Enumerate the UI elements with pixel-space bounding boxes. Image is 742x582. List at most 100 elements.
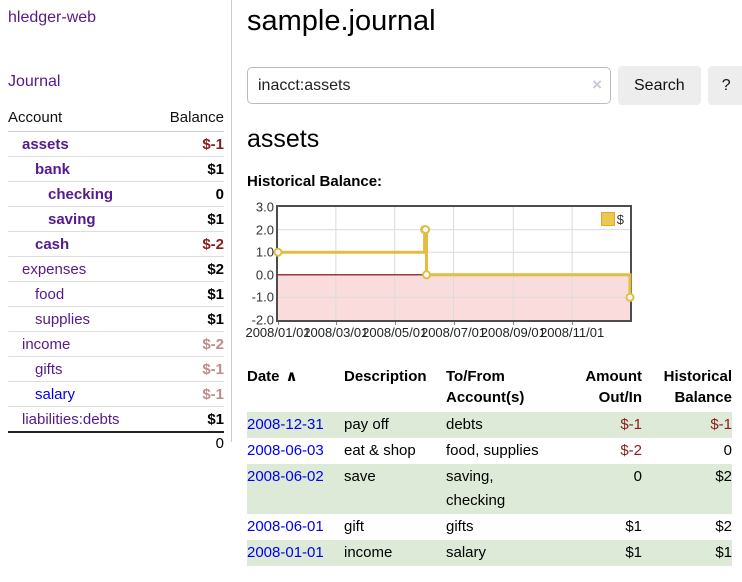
chart-y-tick-label: -1.0	[251, 289, 274, 305]
account-name-cell: cash	[8, 231, 154, 257]
register-description-cell: save	[344, 468, 376, 485]
sidebar-account-balance: $1	[153, 206, 224, 232]
balance-chart-svg	[273, 207, 635, 320]
register-description-cell: eat & shop	[344, 442, 416, 459]
account-row: food $1	[8, 281, 224, 307]
search-button[interactable]: Search	[618, 66, 701, 105]
brand-link[interactable]: hledger-web	[8, 9, 97, 26]
account-row: supplies $1	[8, 306, 224, 332]
register-column-header[interactable]: Amount Out/In	[585, 368, 642, 406]
chart-y-tick-label: 1.0	[255, 244, 274, 260]
sidebar-account-link[interactable]: salary	[35, 385, 76, 403]
register-balance-cell: $2	[715, 518, 732, 535]
chart-x-tick-mark	[453, 322, 455, 325]
help-button[interactable]: ?	[707, 66, 742, 105]
register-row: 2008-06-01 gift gifts $1 $2	[247, 514, 732, 540]
sidebar-account-balance: $-2	[153, 331, 224, 357]
sidebar-account-balance: $-2	[153, 231, 224, 257]
register-balance-cell: $-1	[710, 416, 732, 433]
chart-legend: $	[600, 212, 624, 226]
sidebar: hledger-web Journal Account Balance asse…	[0, 0, 232, 454]
chart-x-tick-label: 2008/03/01	[303, 325, 369, 340]
search-input[interactable]	[247, 67, 611, 104]
register-column-header[interactable]: Historical Balance	[663, 368, 732, 406]
chart-x-tick-label: 2008/07/01	[420, 325, 487, 340]
sidebar-account-balance: $1	[153, 281, 224, 307]
register-column-header[interactable]: To/From Account(s)	[446, 368, 525, 406]
account-row: expenses $2	[8, 256, 224, 282]
chart-y-tick-label: 3.0	[255, 199, 274, 215]
account-name-cell: food	[8, 281, 154, 307]
search-form: × Search ?	[247, 66, 742, 105]
account-row: gifts $-1	[8, 356, 224, 382]
sidebar-account-balance: $-1	[153, 381, 224, 407]
account-row: saving $1	[8, 206, 224, 232]
account-name-cell: income	[8, 331, 154, 357]
register-date-link[interactable]: 2008-12-31	[247, 416, 324, 433]
sidebar-account-link[interactable]: expenses	[22, 260, 87, 278]
accounts-header-account: Account	[8, 106, 154, 132]
sidebar-account-link[interactable]: income	[22, 335, 71, 353]
sidebar-account-link[interactable]: liabilities:debts	[22, 410, 120, 428]
page-title: sample.journal	[247, 5, 436, 37]
register-date-link[interactable]: 2008-06-03	[247, 442, 324, 459]
accounts-table: Account Balance assets $-1 bank $1 checking 0…	[8, 106, 224, 454]
account-name-cell: assets	[8, 131, 154, 157]
register-description-cell: income	[344, 544, 393, 561]
account-row: liabilities:debts $1	[8, 407, 224, 433]
register-column-header[interactable]: Description	[344, 368, 427, 385]
chart-x-tick-mark	[513, 322, 515, 325]
register-date-link[interactable]: 2008-06-01	[247, 518, 324, 535]
register-amount-cell: 0	[633, 468, 642, 485]
sidebar-account-link[interactable]: cash	[35, 235, 70, 253]
chart-x-tick-mark	[572, 322, 574, 325]
sidebar-account-balance: $1	[153, 306, 224, 332]
chart-x-tick-label: 2008/01/01	[245, 325, 311, 340]
account-heading: assets	[247, 125, 320, 153]
sort-ascending-icon: ∧	[285, 368, 298, 385]
main-content: sample.journal × Search ? assets Histori…	[232, 0, 742, 582]
register-date-cell: 2008-01-01	[247, 540, 344, 566]
register-accounts-cell: food, supplies	[446, 442, 539, 459]
account-name-cell: checking	[8, 181, 154, 207]
chart-y-tick-label: 0.0	[255, 267, 274, 283]
sidebar-account-link[interactable]: assets	[22, 135, 69, 153]
historical-balance-chart: 3.0 2.0 1.0 0.0 -1.0 -2.0 $ 2008/01/01 2008/03…	[245, 201, 742, 342]
register-date-cell: 2008-12-31	[247, 412, 344, 438]
sidebar-item-journal[interactable]: Journal	[8, 73, 61, 90]
account-row: income $-2	[8, 331, 224, 357]
account-row: checking 0	[8, 181, 224, 207]
account-row: assets $-1	[8, 131, 224, 157]
account-name-cell: salary	[8, 381, 154, 407]
sidebar-account-balance: $-1	[153, 131, 224, 157]
account-name-cell: expenses	[8, 256, 154, 282]
chart-title: Historical Balance:	[247, 173, 383, 190]
register-accounts-cell: debts	[446, 416, 483, 433]
register-accounts-cell: salary	[446, 544, 487, 561]
register-column-header[interactable]: Date ∧	[247, 368, 298, 385]
register-date-link[interactable]: 2008-06-02	[247, 468, 324, 485]
register-balance-cell: $2	[715, 468, 732, 485]
register-row: 2008-01-01 income salary $1 $1	[247, 540, 732, 566]
chart-x-tick-label: 2008/05/01	[362, 325, 428, 340]
chart-x-tick-label: 2008/09/01	[480, 325, 546, 340]
accounts-total-value: 0	[153, 431, 224, 454]
chart-y-tick-label: 2.0	[255, 222, 274, 238]
clear-search-icon[interactable]: ×	[592, 75, 602, 94]
sidebar-account-link[interactable]: gifts	[35, 360, 63, 378]
register-table: Date ∧ Description To/From Account(s) Amount…	[247, 364, 732, 566]
sidebar-account-balance: $2	[153, 256, 224, 282]
sidebar-account-link[interactable]: checking	[48, 185, 114, 203]
chart-x-tick-mark	[278, 322, 279, 325]
sidebar-account-link[interactable]: bank	[35, 160, 71, 178]
accounts-total-spacer	[8, 431, 154, 454]
register-amount-cell: $-1	[620, 416, 642, 433]
register-balance-cell: $1	[715, 544, 732, 561]
chart-plot-area[interactable]: $	[273, 205, 635, 322]
sidebar-account-link[interactable]: food	[35, 285, 65, 303]
sidebar-account-balance: $1	[207, 410, 224, 428]
sidebar-account-link[interactable]: saving	[48, 210, 96, 228]
register-date-link[interactable]: 2008-01-01	[247, 544, 324, 561]
sidebar-account-link[interactable]: supplies	[35, 310, 91, 328]
register-accounts-cell: gifts	[446, 518, 474, 535]
